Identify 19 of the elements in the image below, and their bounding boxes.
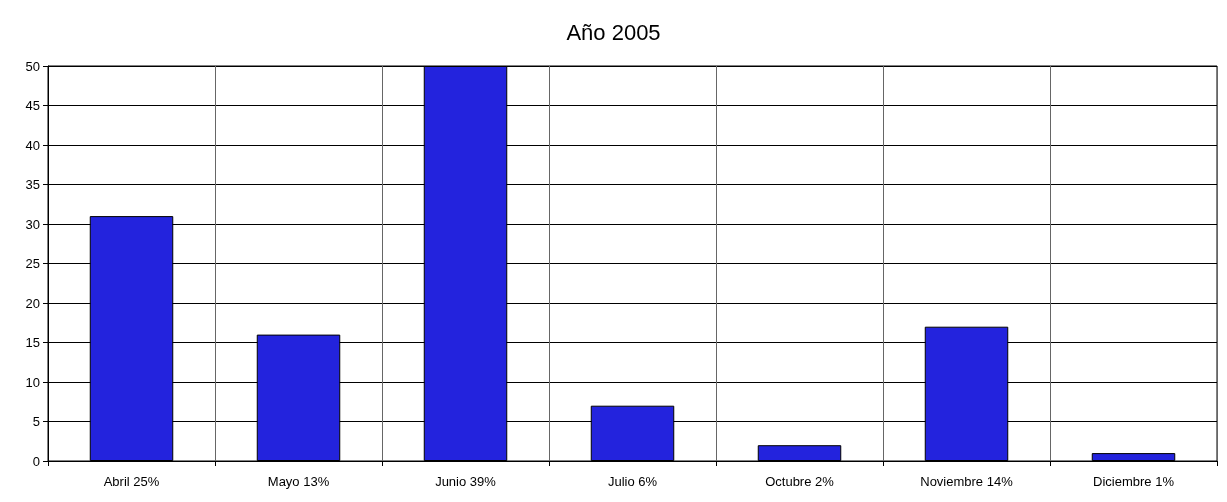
- y-tick-label: 10: [25, 374, 40, 390]
- y-tick-label: 20: [25, 295, 40, 311]
- x-tick-label: Octubre 2%: [765, 474, 835, 489]
- x-tick-label: Julio 6%: [607, 474, 658, 489]
- y-tick-label: 30: [25, 216, 40, 232]
- x-tick-label: Junio 39%: [435, 474, 497, 489]
- y-tick-label: 45: [25, 98, 40, 113]
- y-tick-label: 15: [25, 335, 40, 350]
- chart-title: Año 2005: [566, 19, 661, 45]
- y-tick-label: 50: [25, 58, 40, 74]
- y-tick-label: 35: [25, 177, 40, 192]
- x-tick-label: Diciembre 1%: [1093, 474, 1175, 489]
- x-tick-label: Mayo 13%: [267, 474, 330, 489]
- x-tick-label: Abril 25%: [103, 474, 160, 489]
- y-tick-label: 5: [32, 414, 40, 429]
- x-tick-label: Noviembre 14%: [920, 474, 1014, 489]
- y-tick-label: 25: [25, 256, 40, 271]
- y-tick-label: 40: [25, 137, 40, 153]
- y-tick-label: 0: [32, 453, 40, 469]
